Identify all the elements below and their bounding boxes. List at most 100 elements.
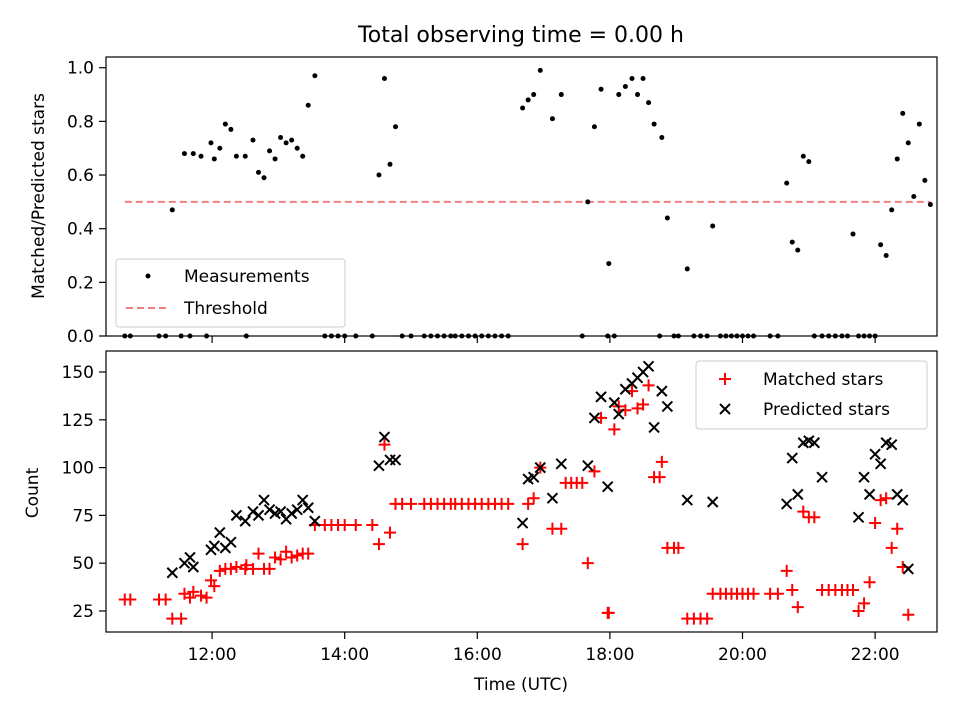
top-y-tick-label-3: 0.6 — [67, 166, 94, 186]
matched-point-3 — [159, 593, 172, 606]
matched-point-12 — [208, 580, 221, 593]
matched-point-104 — [808, 511, 821, 524]
measurement-point-89 — [728, 333, 734, 339]
measurement-point-83 — [691, 333, 697, 339]
measurement-point-57 — [520, 105, 526, 111]
measurement-point-20 — [255, 169, 261, 175]
ratio-legend-box — [115, 258, 346, 328]
measurement-point-42 — [408, 333, 414, 339]
measurement-point-100 — [806, 159, 812, 165]
matched-point-112 — [858, 597, 871, 610]
predicted-point-38 — [613, 408, 625, 420]
predicted-point-13 — [258, 494, 270, 506]
matched-point-56 — [502, 497, 515, 510]
measurement-point-13 — [217, 145, 223, 151]
x-tick-label-3: 18:00 — [585, 645, 634, 665]
predicted-point-24 — [378, 431, 391, 443]
measurement-point-15 — [228, 126, 234, 132]
measurement-point-49 — [459, 333, 465, 339]
x-tick-label-5: 22:00 — [851, 645, 900, 665]
ratio-y-ticks: 0.0 0.2 0.4 0.6 0.8 1.0 — [67, 59, 106, 347]
measurement-point-119 — [916, 121, 922, 127]
measurement-point-75 — [646, 100, 652, 106]
bot-y-tick-label-0: 25 — [72, 602, 94, 622]
top-y-tick-label-5: 1.0 — [67, 59, 94, 79]
measurement-point-52 — [479, 333, 485, 339]
measurement-point-55 — [499, 333, 505, 339]
measurement-point-21 — [261, 175, 267, 181]
measurement-point-41 — [399, 333, 405, 339]
measurement-point-3 — [163, 333, 169, 339]
matched-point-69 — [595, 411, 608, 424]
measurement-point-45 — [435, 333, 441, 339]
measurement-point-54 — [492, 333, 498, 339]
measurement-point-63 — [579, 333, 585, 339]
matched-point-72 — [608, 423, 621, 436]
measurement-point-7 — [187, 333, 193, 339]
matched-point-101 — [791, 601, 804, 614]
bot-y-tick-label-3: 100 — [62, 459, 94, 479]
measurement-point-81 — [675, 333, 681, 339]
measurement-point-10 — [204, 333, 210, 339]
measurement-point-92 — [745, 333, 751, 339]
count-x-ticks: 12:00 14:00 16:00 18:00 20:00 22:00 — [188, 632, 900, 665]
matched-point-99 — [780, 564, 793, 577]
matched-point-66 — [576, 476, 589, 489]
matched-point-68 — [588, 465, 601, 478]
measurement-point-11 — [208, 140, 214, 146]
matched-point-100 — [786, 583, 799, 596]
bot-y-tick-label-2: 75 — [72, 506, 94, 526]
predicted-point-45 — [656, 385, 668, 397]
measurement-point-56 — [505, 333, 511, 339]
matched-point-117 — [885, 541, 898, 554]
legend-matched-marker — [719, 373, 731, 385]
measurement-point-5 — [178, 333, 184, 339]
predicted-point-47 — [681, 494, 693, 506]
matched-point-67 — [581, 557, 594, 570]
measurement-point-69 — [611, 333, 617, 339]
measurement-point-71 — [622, 84, 628, 90]
matched-point-59 — [527, 492, 540, 505]
matched-point-5 — [175, 612, 188, 625]
predicted-point-35 — [595, 391, 607, 403]
measurement-point-121 — [927, 202, 933, 208]
predicted-point-12 — [252, 509, 265, 522]
legend-threshold-label: Threshold — [183, 299, 268, 319]
measurement-point-67 — [605, 333, 611, 339]
measurement-point-87 — [717, 333, 723, 339]
measurement-point-72 — [629, 75, 635, 81]
predicted-point-21 — [302, 502, 314, 514]
predicted-point-56 — [852, 511, 865, 524]
measurement-point-62 — [558, 92, 564, 98]
measurement-point-76 — [651, 121, 657, 127]
matched-point-8 — [187, 585, 200, 598]
measurement-point-114 — [889, 207, 895, 213]
predicted-point-26 — [389, 454, 402, 466]
predicted-point-60 — [874, 458, 887, 470]
predicted-point-32 — [555, 458, 567, 470]
measurement-point-84 — [698, 333, 704, 339]
predicted-point-3 — [187, 561, 200, 573]
measurement-point-22 — [267, 148, 273, 154]
measurement-point-90 — [734, 333, 740, 339]
measurement-point-95 — [775, 333, 781, 339]
measurement-point-33 — [335, 333, 341, 339]
measurement-point-24 — [278, 134, 284, 140]
predicted-point-14 — [263, 503, 276, 516]
measurement-point-25 — [283, 140, 289, 146]
predicted-point-57 — [858, 471, 870, 483]
measurement-point-26 — [289, 137, 295, 143]
measurement-point-38 — [381, 75, 387, 81]
measurement-point-44 — [428, 333, 434, 339]
measurement-point-18 — [243, 333, 249, 339]
predicted-point-19 — [291, 503, 303, 516]
matched-point-114 — [869, 517, 882, 530]
matched-point-96 — [747, 587, 760, 600]
bot-y-tick-label-4: 125 — [62, 411, 94, 431]
measurement-point-58 — [525, 97, 531, 103]
measurement-point-109 — [861, 333, 867, 339]
predicted-point-65 — [902, 563, 914, 575]
bot-y-tick-label-5: 150 — [62, 363, 94, 383]
matched-point-34 — [338, 518, 351, 531]
matched-point-9 — [195, 589, 208, 602]
